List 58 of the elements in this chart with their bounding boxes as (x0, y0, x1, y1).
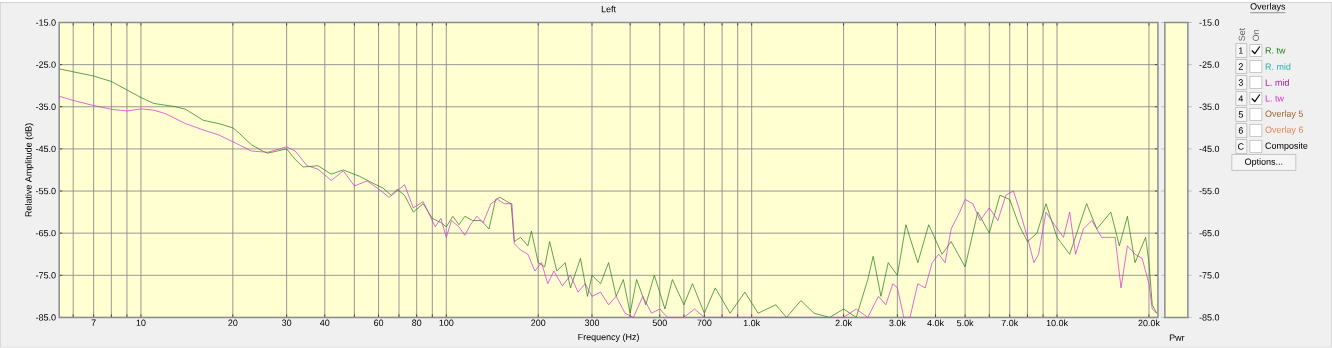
text: Composite (1265, 142, 1308, 151)
x-axis-title: Frequency (Hz) (578, 333, 639, 343)
text: 2 (1238, 63, 1243, 70)
text: Overlay 5 (1265, 110, 1303, 119)
x-tick-label: 10 (136, 319, 146, 327)
x-tick-label: 3.0k (889, 319, 906, 327)
y2-tick-label: -65.0 (1199, 230, 1220, 237)
y-axis-title: Relative Amplitude (dB) (25, 123, 34, 217)
x-tick-label: 700 (697, 319, 712, 327)
text: 3 (1238, 79, 1243, 86)
y-tick-label: -55.0 (35, 188, 56, 195)
y2-tick-label: -15.0 (1199, 19, 1220, 26)
x-tick-label: 30 (281, 319, 292, 327)
x-tick-label: 500 (652, 319, 667, 327)
y-tick-label: -65.0 (35, 230, 56, 237)
text: Options... (1245, 158, 1283, 167)
y2-tick-label: -45.0 (1199, 145, 1220, 153)
y2-tick-label: -25.0 (1199, 61, 1220, 69)
x-tick-label: 5.0k (957, 319, 974, 327)
text: L. tw (1265, 95, 1284, 102)
x-tick-label: 20 (228, 319, 238, 327)
x-tick-label: 4.0k (927, 319, 945, 327)
y-tick-label: -35.0 (35, 103, 56, 111)
x-tick-label: 300 (584, 319, 600, 327)
x-tick-label: 40 (320, 319, 330, 327)
text: C (1238, 143, 1244, 150)
x-tick-label: 10.0k (1046, 319, 1069, 327)
y2-tick-label: -85.0 (1199, 314, 1220, 321)
text: On (1252, 30, 1259, 42)
y-tick-label: -75.0 (35, 272, 56, 279)
x-tick-label: 2.0k (835, 319, 853, 327)
x-tick-label: 1.0k (743, 319, 761, 327)
text: 4 (1238, 95, 1244, 102)
text: 5 (1238, 111, 1243, 118)
y-tick-label: -25.0 (35, 61, 56, 69)
y-tick-label: -45.0 (35, 145, 56, 153)
x-tick-label: 7 (91, 319, 96, 326)
legend-title: Overlays (1250, 3, 1286, 12)
y-tick-label: -85.0 (35, 314, 56, 321)
text: R. mid (1265, 63, 1291, 70)
y2-tick-label: -35.0 (1199, 103, 1220, 111)
x-tick-label: 7.0k (1001, 319, 1019, 327)
x-tick-label: 60 (374, 319, 384, 327)
text: 6 (1238, 127, 1243, 134)
text: 1 (1239, 47, 1243, 54)
x-tick-label: 100 (439, 319, 454, 327)
x-tick-label: 20.0k (1138, 319, 1160, 327)
chart-title: Left (601, 5, 616, 13)
y2-tick-label: -55.0 (1199, 188, 1220, 195)
text: Set (1238, 28, 1246, 42)
text: Overlay 6 (1265, 126, 1303, 135)
text: L. mid (1265, 79, 1289, 86)
x-tick-label: 80 (412, 319, 422, 327)
text: R. tw (1265, 47, 1286, 54)
y-tick-label: -15.0 (35, 19, 56, 26)
text: Pwr (1169, 334, 1185, 341)
x-tick-label: 200 (531, 319, 546, 327)
y2-tick-label: -75.0 (1199, 272, 1220, 279)
